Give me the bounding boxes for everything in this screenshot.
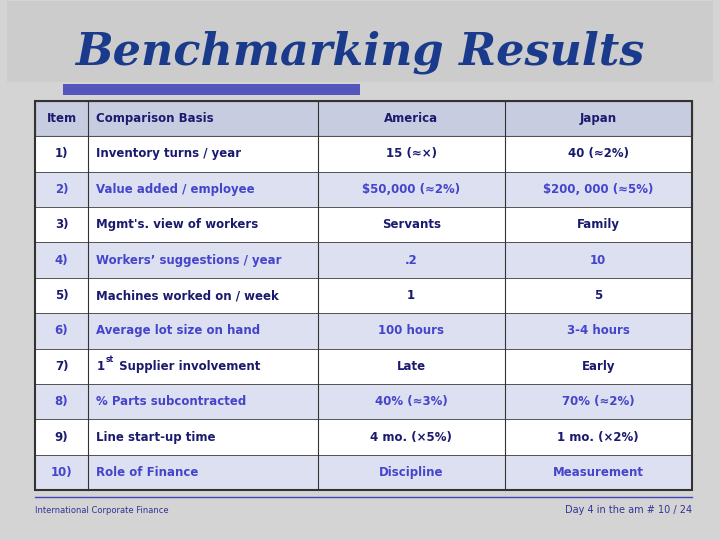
- Text: Discipline: Discipline: [379, 466, 444, 479]
- Bar: [35, 101, 692, 490]
- Text: 4 mo. (×5%): 4 mo. (×5%): [370, 430, 452, 444]
- Text: Average lot size on hand: Average lot size on hand: [96, 325, 261, 338]
- Text: Late: Late: [397, 360, 426, 373]
- Text: 1 mo. (×2%): 1 mo. (×2%): [557, 430, 639, 444]
- Text: Servants: Servants: [382, 218, 441, 231]
- Text: 1: 1: [96, 360, 104, 373]
- Text: .2: .2: [405, 254, 418, 267]
- Bar: [35, 313, 692, 349]
- Bar: [35, 136, 692, 172]
- Text: 100 hours: 100 hours: [378, 325, 444, 338]
- Text: Supplier involvement: Supplier involvement: [115, 360, 261, 373]
- Text: st: st: [105, 355, 114, 364]
- Text: Japan: Japan: [580, 112, 617, 125]
- Text: 2): 2): [55, 183, 68, 196]
- Text: Measurement: Measurement: [553, 466, 644, 479]
- Bar: [35, 384, 692, 420]
- Text: % Parts subcontracted: % Parts subcontracted: [96, 395, 246, 408]
- Bar: [35, 278, 692, 313]
- Text: 15 (≈×): 15 (≈×): [386, 147, 436, 160]
- Text: Inventory turns / year: Inventory turns / year: [96, 147, 241, 160]
- Text: $200, 000 (≈5%): $200, 000 (≈5%): [543, 183, 654, 196]
- Text: 1: 1: [407, 289, 415, 302]
- Text: 40 (≈2%): 40 (≈2%): [568, 147, 629, 160]
- Bar: [35, 172, 692, 207]
- Text: 1): 1): [55, 147, 68, 160]
- Text: 70% (≈2%): 70% (≈2%): [562, 395, 634, 408]
- Text: 40% (≈3%): 40% (≈3%): [374, 395, 448, 408]
- Text: 5: 5: [594, 289, 603, 302]
- Bar: [35, 420, 692, 455]
- Text: Early: Early: [582, 360, 615, 373]
- Text: $50,000 (≈2%): $50,000 (≈2%): [362, 183, 460, 196]
- Text: 9): 9): [55, 430, 68, 444]
- FancyBboxPatch shape: [7, 2, 713, 82]
- Text: Value added / employee: Value added / employee: [96, 183, 255, 196]
- Text: 7): 7): [55, 360, 68, 373]
- Bar: [35, 207, 692, 242]
- Text: 10): 10): [50, 466, 72, 479]
- Bar: [35, 349, 692, 384]
- Text: 3): 3): [55, 218, 68, 231]
- FancyBboxPatch shape: [63, 84, 360, 96]
- Text: Workers’ suggestions / year: Workers’ suggestions / year: [96, 254, 282, 267]
- Text: Benchmarking Results: Benchmarking Results: [76, 31, 644, 74]
- Text: Comparison Basis: Comparison Basis: [96, 112, 214, 125]
- Text: Machines worked on / week: Machines worked on / week: [96, 289, 279, 302]
- Text: Role of Finance: Role of Finance: [96, 466, 199, 479]
- Text: Line start-up time: Line start-up time: [96, 430, 216, 444]
- Text: Day 4 in the am # 10 / 24: Day 4 in the am # 10 / 24: [564, 505, 692, 515]
- Bar: [35, 455, 692, 490]
- Text: 6): 6): [55, 325, 68, 338]
- Bar: [35, 242, 692, 278]
- Text: 4): 4): [55, 254, 68, 267]
- Text: America: America: [384, 112, 438, 125]
- Text: Family: Family: [577, 218, 620, 231]
- Text: 10: 10: [590, 254, 606, 267]
- Bar: [35, 101, 692, 136]
- Text: International Corporate Finance: International Corporate Finance: [35, 505, 169, 515]
- Text: Item: Item: [47, 112, 76, 125]
- Text: 8): 8): [55, 395, 68, 408]
- Text: 3-4 hours: 3-4 hours: [567, 325, 630, 338]
- Text: Mgmt's. view of workers: Mgmt's. view of workers: [96, 218, 258, 231]
- Text: 5): 5): [55, 289, 68, 302]
